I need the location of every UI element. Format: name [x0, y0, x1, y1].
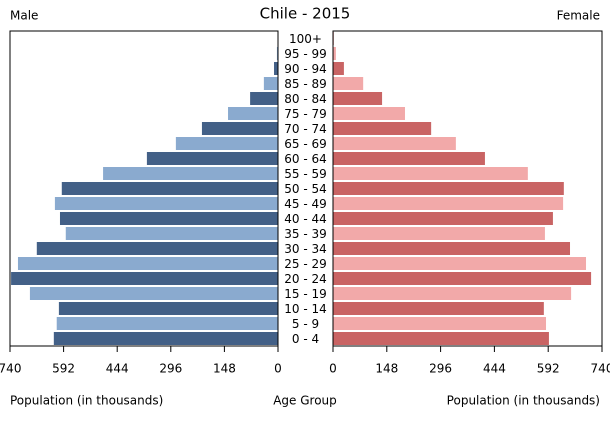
bar [228, 107, 278, 120]
x-tick-label: 592 [52, 362, 75, 376]
bar [333, 242, 571, 255]
bar [58, 302, 278, 315]
bar [333, 227, 545, 240]
category-label: 60 - 64 [284, 152, 327, 166]
bar [333, 152, 485, 165]
bar [333, 182, 564, 195]
bar [333, 77, 364, 90]
x-tick-label: 0 [329, 362, 337, 376]
category-label: 45 - 49 [284, 197, 327, 211]
bar [146, 152, 278, 165]
right-legend: Female [557, 9, 600, 23]
bar [59, 212, 278, 225]
category-label: 80 - 84 [284, 92, 327, 106]
bar [65, 227, 278, 240]
category-label: 40 - 44 [284, 212, 327, 226]
left-legend: Male [10, 9, 38, 23]
x-axis-label: Population (in thousands) [447, 394, 600, 408]
bar [54, 197, 278, 210]
x-tick-label: 296 [159, 362, 182, 376]
category-label: 90 - 94 [284, 62, 327, 76]
bar [333, 92, 383, 105]
bar [333, 137, 456, 150]
x-tick-label: 592 [537, 362, 560, 376]
x-tick-label: 444 [106, 362, 129, 376]
bar [175, 137, 278, 150]
panel-frame [332, 30, 603, 347]
bar [250, 92, 278, 105]
bar [274, 62, 278, 75]
x-tick-label: 148 [213, 362, 236, 376]
chart-title: Chile - 2015 [260, 5, 351, 23]
bar [333, 257, 587, 270]
bar [333, 107, 405, 120]
bar [17, 257, 279, 270]
bar [11, 272, 278, 285]
bar [333, 272, 592, 285]
bar [36, 242, 278, 255]
x-axis-label: Population (in thousands) [10, 394, 163, 408]
category-label: 5 - 9 [292, 317, 319, 331]
bar [201, 122, 278, 135]
category-label: 70 - 74 [284, 122, 327, 136]
bar [61, 182, 279, 195]
bar [333, 122, 432, 135]
x-tick-label: 0 [274, 362, 282, 376]
category-label: 20 - 24 [284, 272, 327, 286]
bar [333, 302, 544, 315]
bar [333, 332, 549, 345]
category-label: 0 - 4 [292, 332, 319, 346]
category-label: 100+ [289, 32, 322, 46]
x-tick-label: 444 [483, 362, 506, 376]
bar [276, 47, 278, 60]
category-label: 85 - 89 [284, 77, 327, 91]
category-label: 10 - 14 [284, 302, 327, 316]
panel-frame [9, 30, 279, 347]
bar [333, 62, 344, 75]
bar [333, 47, 336, 60]
category-label: 25 - 29 [284, 257, 327, 271]
category-label: 95 - 99 [284, 47, 327, 61]
bar [29, 287, 279, 300]
x-tick-label: 740 [591, 362, 610, 376]
x-tick-label: 296 [429, 362, 452, 376]
x-tick-label: 740 [0, 362, 21, 376]
category-label: 15 - 19 [284, 287, 327, 301]
bar [333, 197, 564, 210]
category-label: 55 - 59 [284, 167, 327, 181]
category-label: 50 - 54 [284, 182, 327, 196]
bar [103, 167, 278, 180]
category-label: 65 - 69 [284, 137, 327, 151]
bar [333, 317, 547, 330]
category-label: 30 - 34 [284, 242, 327, 256]
bar [333, 167, 528, 180]
category-axis-label: Age Group [273, 394, 337, 408]
bar [333, 212, 553, 225]
bar [333, 287, 572, 300]
bar [56, 317, 278, 330]
bar [53, 332, 278, 345]
category-label: 75 - 79 [284, 107, 327, 121]
bar [263, 77, 278, 90]
x-tick-label: 148 [375, 362, 398, 376]
category-label: 35 - 39 [284, 227, 327, 241]
